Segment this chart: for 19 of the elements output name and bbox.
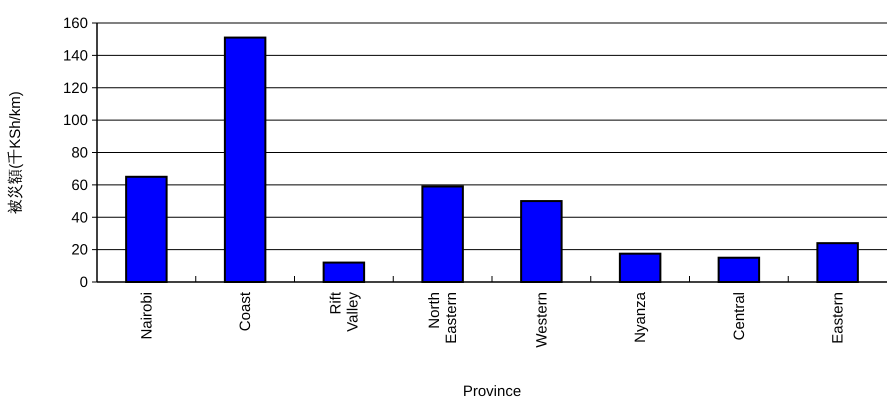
x-tick-label: Nyanza — [632, 291, 650, 343]
x-axis-title: Province — [462, 383, 522, 400]
x-tick-label: North Eastern — [426, 292, 460, 344]
y-tick-label: 20 — [71, 242, 88, 259]
y-tick-label: 80 — [71, 144, 88, 162]
y-axis-title: 被災額(千KSh/km) — [7, 91, 24, 214]
x-tick-label: Rift Valley — [327, 291, 362, 332]
x-tick-label: Central — [730, 292, 748, 340]
y-tick-label: 100 — [62, 112, 88, 130]
x-tick-label: Eastern — [830, 292, 847, 344]
x-tick-label: Nairobi — [138, 292, 156, 340]
y-tick-label: 40 — [71, 209, 88, 226]
y-tick-label: 160 — [62, 15, 88, 32]
x-tick-label: Coast — [237, 291, 254, 332]
y-tick-label: 120 — [62, 80, 88, 97]
y-tick-label: 140 — [62, 47, 88, 64]
x-tick-label: Western — [533, 292, 550, 348]
y-tick-label: 0 — [80, 274, 88, 291]
y-tick-label: 60 — [71, 176, 88, 194]
